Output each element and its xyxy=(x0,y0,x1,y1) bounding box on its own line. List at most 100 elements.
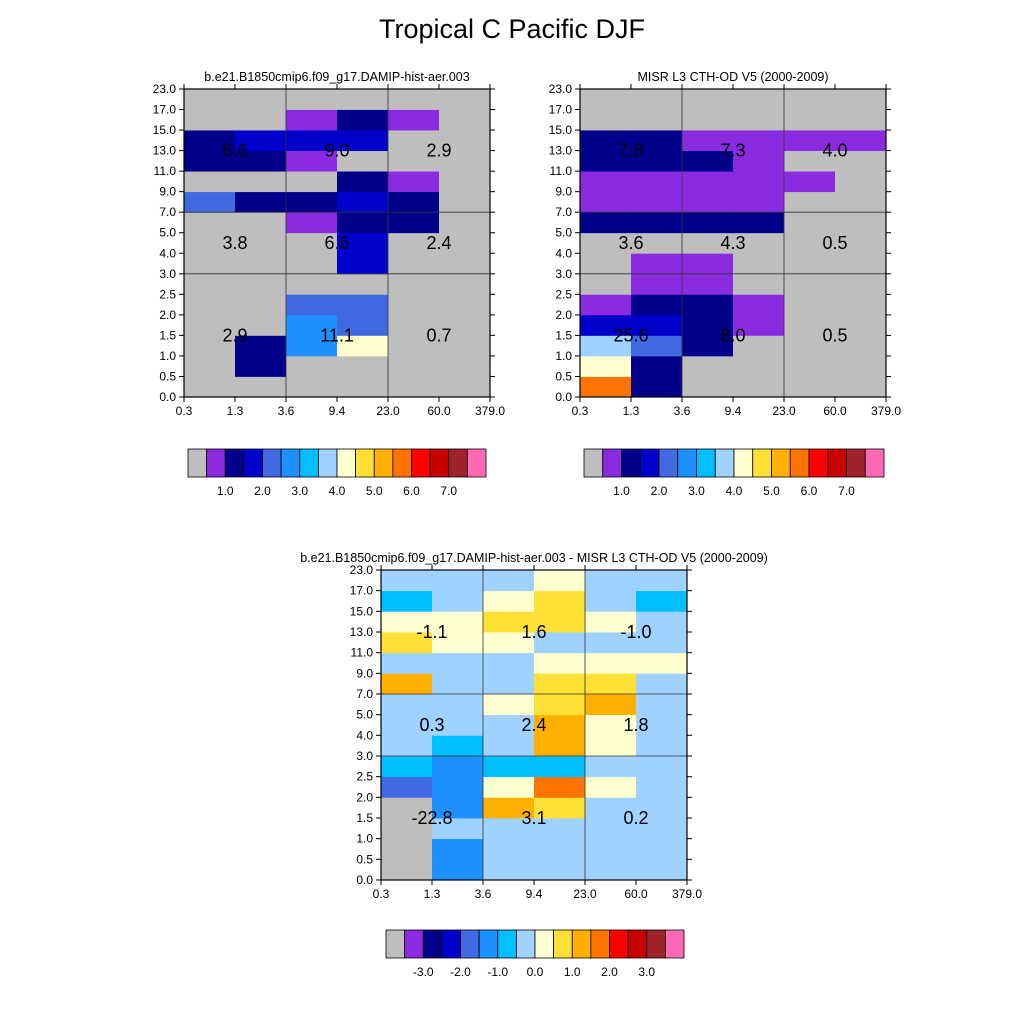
heatmap-cell xyxy=(184,191,236,213)
x-tick-label: 23.0 xyxy=(376,404,400,418)
heatmap-cell xyxy=(381,590,433,612)
y-tick-label: 7.0 xyxy=(555,205,572,219)
heatmap-cell xyxy=(585,797,637,819)
heatmap-cell xyxy=(184,273,236,295)
heatmap-cell xyxy=(682,109,734,131)
heatmap-cell xyxy=(733,212,785,234)
heatmap-cell xyxy=(631,150,683,172)
y-tick-label: 1.5 xyxy=(356,811,373,825)
x-tick-label: 9.4 xyxy=(329,404,346,418)
y-tick-label: 15.0 xyxy=(549,123,573,137)
heatmap-cell xyxy=(733,171,785,193)
colorbar-swatch xyxy=(429,448,450,478)
heatmap-cell xyxy=(835,376,887,398)
colorbar-swatch xyxy=(664,929,685,959)
y-tick-label: 5.0 xyxy=(555,226,572,240)
heatmap-cell xyxy=(631,130,683,151)
x-tick-label: 1.3 xyxy=(424,887,441,901)
x-tick-label: 9.4 xyxy=(526,887,543,901)
y-tick-label: 5.0 xyxy=(159,226,176,240)
heatmap-cell xyxy=(388,335,440,357)
colorbar-swatch xyxy=(411,448,431,478)
region-total-label: -1.1 xyxy=(416,622,447,642)
heatmap-cell xyxy=(534,859,586,881)
x-tick-label: 1.3 xyxy=(227,404,244,418)
heatmap-cell xyxy=(835,191,887,213)
x-tick-label: 379.0 xyxy=(871,404,901,418)
heatmap-cell xyxy=(534,818,586,840)
heatmap-cell xyxy=(636,838,688,860)
heatmap-cell xyxy=(184,150,236,172)
colorbar-swatch xyxy=(808,448,829,478)
colorbar-label: -2.0 xyxy=(450,965,471,979)
heatmap-cell xyxy=(835,171,887,193)
heatmap-cell xyxy=(631,355,683,377)
heatmap-cell xyxy=(580,130,632,151)
heatmap-cell xyxy=(286,212,338,234)
heatmap-cell xyxy=(286,355,338,377)
panel-title: b.e21.B1850cmip6.f09_g17.DAMIP-hist-aer.… xyxy=(204,70,469,84)
heatmap-cell xyxy=(483,859,535,881)
heatmap-cell xyxy=(835,335,887,357)
y-tick-label: 13.0 xyxy=(153,144,177,158)
x-tick-label: 3.6 xyxy=(674,404,691,418)
heatmap-cell xyxy=(184,355,236,377)
x-tick-label: 60.0 xyxy=(624,887,648,901)
heatmap-cell xyxy=(534,838,586,860)
region-total-label: 4.3 xyxy=(720,233,745,253)
heatmap-cell xyxy=(235,314,287,336)
heatmap-cell xyxy=(784,294,836,316)
heatmap-cell xyxy=(337,212,389,234)
x-tick-label: 3.6 xyxy=(475,887,492,901)
heatmap-cell xyxy=(483,611,535,633)
heatmap-cell xyxy=(631,273,683,295)
heatmap-cell xyxy=(784,109,836,131)
x-tick-label: 60.0 xyxy=(823,404,847,418)
heatmap-cell xyxy=(631,253,683,275)
heatmap-cell xyxy=(235,89,287,110)
heatmap-cell xyxy=(483,694,535,716)
heatmap-cell xyxy=(381,652,433,674)
heatmap-cell xyxy=(381,797,433,819)
colorbar-swatch xyxy=(460,929,480,959)
heatmap-cell xyxy=(682,376,734,398)
heatmap-cell xyxy=(337,191,389,213)
heatmap-cell xyxy=(235,191,287,213)
heatmap-cell xyxy=(534,776,586,798)
heatmap-cell xyxy=(286,232,338,254)
heatmap-cell xyxy=(534,694,586,716)
heatmap-cell xyxy=(534,714,586,736)
heatmap-cell xyxy=(432,838,484,860)
heatmap-cell xyxy=(483,756,535,778)
colorbar-swatch xyxy=(299,448,319,478)
heatmap-cell xyxy=(682,355,734,377)
heatmap-cell xyxy=(286,109,338,131)
heatmap-cell xyxy=(286,191,338,213)
heatmap-cell xyxy=(286,335,338,357)
colorbar-swatch xyxy=(385,929,406,959)
y-tick-label: 17.0 xyxy=(549,103,573,117)
colorbar-swatch xyxy=(553,929,573,959)
heatmap-cell xyxy=(286,314,338,336)
heatmap-cell xyxy=(580,273,632,295)
heatmap-cell xyxy=(432,756,484,778)
heatmap-cell xyxy=(235,294,287,316)
heatmap-cell xyxy=(337,376,389,398)
figure-title: Tropical C Pacific DJF xyxy=(378,14,646,44)
heatmap-cell xyxy=(439,253,491,275)
region-total-label: 3.6 xyxy=(618,233,643,253)
heatmap-cell xyxy=(388,273,440,295)
heatmap-cell xyxy=(184,212,236,234)
region-total-label: 3.1 xyxy=(521,808,546,828)
colorbar-swatch xyxy=(646,929,666,959)
colorbar-label: -1.0 xyxy=(487,965,508,979)
x-tick-label: 23.0 xyxy=(772,404,796,418)
heatmap-cell xyxy=(337,355,389,377)
y-tick-label: 2.0 xyxy=(555,308,572,322)
heatmap-cell xyxy=(835,109,887,131)
heatmap-cell xyxy=(439,376,491,398)
heatmap-cell xyxy=(534,673,586,695)
heatmap-cell xyxy=(432,735,484,757)
y-tick-label: 0.5 xyxy=(555,369,572,383)
region-total-label: 6.6 xyxy=(324,233,349,253)
